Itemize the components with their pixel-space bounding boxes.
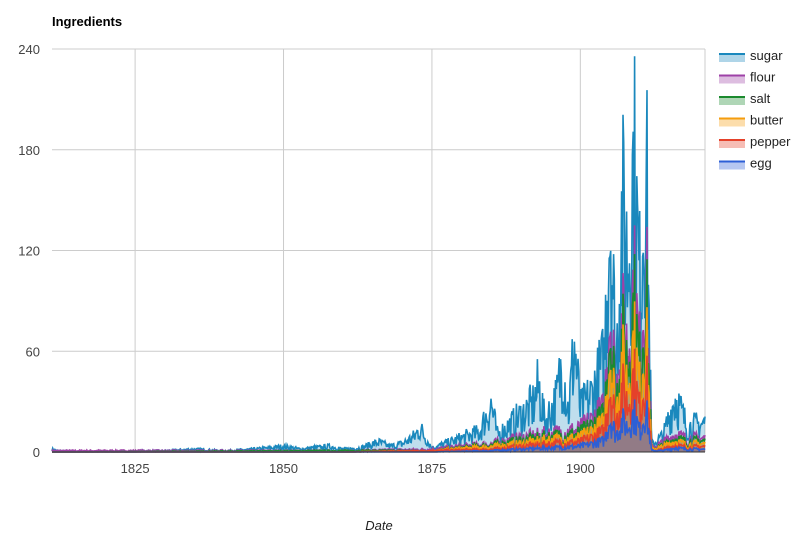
x-axis-ticks: 1825 1850 1875 1900 (121, 461, 595, 476)
y-axis-ticks: 0 60 120 180 240 (18, 42, 40, 460)
legend-item-pepper[interactable]: pepper (719, 134, 791, 149)
legend-label: pepper (750, 134, 791, 149)
x-tick-label: 1875 (417, 461, 446, 476)
legend-label: salt (750, 91, 771, 106)
legend-swatch-fill (719, 118, 745, 127)
y-tick-label: 0 (33, 445, 40, 460)
series-lines (51, 56, 706, 454)
x-axis-label: Date (365, 518, 392, 533)
legend-swatch-fill (719, 161, 745, 170)
y-tick-label: 180 (18, 143, 40, 158)
legend-label: flour (750, 70, 776, 85)
legend-item-flour[interactable]: flour (719, 70, 776, 85)
legend-item-sugar[interactable]: sugar (719, 48, 783, 63)
legend-label: butter (750, 113, 784, 128)
x-tick-label: 1850 (269, 461, 298, 476)
y-tick-label: 120 (18, 244, 40, 259)
x-tick-label: 1825 (121, 461, 150, 476)
legend-item-butter[interactable]: butter (719, 113, 784, 128)
grid (52, 48, 706, 452)
area-egg (52, 399, 705, 452)
area-pepper (52, 348, 705, 452)
legend-swatch-fill (719, 75, 745, 84)
legend-item-salt[interactable]: salt (719, 91, 771, 106)
y-tick-label: 240 (18, 42, 40, 57)
legend-label: egg (750, 156, 772, 171)
x-tick-label: 1900 (566, 461, 595, 476)
legend-item-egg[interactable]: egg (719, 156, 772, 171)
legend-swatch-fill (719, 97, 745, 105)
y-tick-label: 60 (26, 344, 40, 359)
chart-title: Ingredients (52, 14, 122, 29)
legend-swatch-fill (719, 140, 745, 148)
legend-swatch-fill (719, 54, 745, 62)
legend: sugar flour salt butter pepper egg (719, 48, 791, 171)
legend-label: sugar (750, 48, 783, 63)
